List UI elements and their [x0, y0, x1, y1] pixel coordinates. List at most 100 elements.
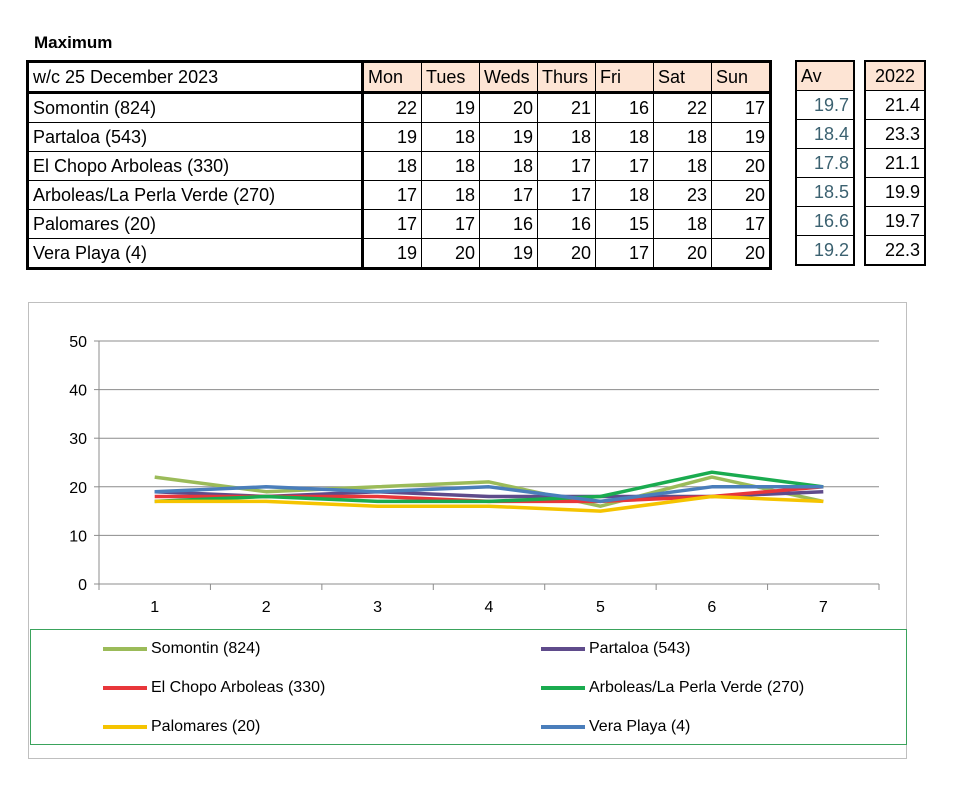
- temperature-cell: 16: [595, 92, 654, 123]
- table-row: Partaloa (543) 19 18 19 18 18 18 19: [27, 122, 771, 152]
- temperature-cell: 17: [711, 209, 771, 239]
- year-2022-cell: 19.9: [864, 177, 926, 207]
- legend-label: Partaloa (543): [589, 640, 691, 657]
- temperature-cell: 19: [362, 238, 422, 269]
- legend-item: Palomares (20): [103, 716, 260, 738]
- legend-swatch: [103, 725, 147, 729]
- day-header: Fri: [595, 61, 654, 94]
- temperature-cell: 20: [537, 238, 596, 269]
- temperature-cell: 20: [711, 238, 771, 269]
- year-2022-cell: 21.1: [864, 148, 926, 178]
- legend-swatch: [103, 686, 147, 690]
- temperature-cell: 18: [537, 122, 596, 152]
- series-line: [154, 475, 824, 508]
- temperature-cell: 19: [479, 238, 538, 269]
- x-tick-label: 1: [150, 599, 159, 616]
- legend-item: Vera Playa (4): [541, 716, 690, 738]
- temperature-table: w/c 25 December 2023 Mon Tues Weds Thurs…: [26, 60, 772, 270]
- average-cell: 16.6: [795, 206, 855, 236]
- year-2022-cell: 21.4: [864, 90, 926, 120]
- temperature-cell: 22: [362, 92, 422, 123]
- year-2022-cell: 19.7: [864, 206, 926, 236]
- y-tick-label: 20: [69, 480, 87, 497]
- day-header: Sat: [653, 61, 712, 94]
- day-header: Sun: [711, 61, 771, 94]
- temperature-cell: 21: [537, 92, 596, 123]
- temperature-cell: 20: [421, 238, 480, 269]
- temperature-cell: 20: [653, 238, 712, 269]
- temperature-cell: 18: [421, 151, 480, 181]
- average-cell: 18.5: [795, 177, 855, 207]
- table-row: Somontin (824) 22 19 20 21 16 22 17: [27, 92, 771, 123]
- temperature-cell: 19: [362, 122, 422, 152]
- temperature-cell: 17: [537, 180, 596, 210]
- temperature-cell: 17: [595, 151, 654, 181]
- temperature-cell: 16: [479, 209, 538, 239]
- temperature-cell: 18: [479, 151, 538, 181]
- legend-swatch: [541, 725, 585, 729]
- av-header: Av: [795, 60, 855, 91]
- legend-label: Vera Playa (4): [589, 718, 691, 735]
- average-cell: 17.8: [795, 148, 855, 178]
- station-name: Somontin (824): [27, 92, 364, 123]
- y-tick-label: 10: [69, 528, 87, 545]
- temperature-cell: 17: [421, 209, 480, 239]
- table-row: Palomares (20) 17 17 16 16 15 18 17: [27, 209, 771, 239]
- year-2022-cell: 23.3: [864, 119, 926, 149]
- x-tick-label: 6: [707, 599, 716, 616]
- chart-area: 0 10 20 30 40 50 1 2 3 4 5 6 7: [28, 302, 907, 759]
- temperature-cell: 19: [421, 92, 480, 123]
- temperature-cell: 18: [653, 151, 712, 181]
- table-row: Vera Playa (4) 19 20 19 20 17 20 20: [27, 238, 771, 269]
- temperature-cell: 18: [595, 122, 654, 152]
- legend-label: Arboleas/La Perla Verde (270): [589, 679, 805, 696]
- station-name: Arboleas/La Perla Verde (270): [27, 180, 364, 210]
- x-tick-label: 5: [596, 599, 605, 616]
- x-tick-label: 2: [262, 599, 271, 616]
- day-header: Mon: [362, 61, 422, 94]
- table-row: Arboleas/La Perla Verde (270) 17 18 17 17 18 2…: [27, 180, 771, 210]
- average-cell: 19.7: [795, 90, 855, 120]
- station-name: Partaloa (543): [27, 122, 364, 152]
- y-tick-label: 50: [69, 334, 87, 351]
- temperature-cell: 17: [479, 180, 538, 210]
- temperature-cell: 18: [421, 122, 480, 152]
- x-tick-label: 7: [819, 599, 828, 616]
- legend-label: Palomares (20): [151, 718, 261, 735]
- y-tick-label: 30: [69, 431, 87, 448]
- temperature-cell: 19: [479, 122, 538, 152]
- temperature-cell: 17: [595, 238, 654, 269]
- year-header: 2022: [864, 60, 926, 91]
- day-header: Tues: [421, 61, 480, 94]
- legend-item: Partaloa (543): [541, 638, 690, 660]
- station-name: Palomares (20): [27, 209, 364, 239]
- legend-swatch: [541, 647, 585, 651]
- legend-item: Arboleas/La Perla Verde (270): [541, 677, 804, 699]
- legend-label: Somontin (824): [151, 640, 261, 657]
- temperature-cell: 18: [362, 151, 422, 181]
- day-header: Weds: [479, 61, 538, 94]
- temperature-cell: 18: [595, 180, 654, 210]
- legend-swatch: [103, 647, 147, 651]
- table-header-row: w/c 25 December 2023 Mon Tues Weds Thurs…: [27, 61, 771, 94]
- chart-legend: Somontin (824) Partaloa (543) El Chopo Arb…: [30, 629, 907, 745]
- temperature-cell: 17: [711, 92, 771, 123]
- x-tick-label: 4: [485, 599, 494, 616]
- temperature-cell: 20: [711, 180, 771, 210]
- page-title: Maximum: [34, 33, 113, 52]
- legend-swatch: [541, 686, 585, 690]
- station-name: Vera Playa (4): [27, 238, 364, 269]
- temperature-cell: 15: [595, 209, 654, 239]
- temperature-cell: 19: [711, 122, 771, 152]
- temperature-cell: 23: [653, 180, 712, 210]
- temperature-cell: 17: [537, 151, 596, 181]
- series-line: [154, 494, 824, 513]
- y-tick-label: 40: [69, 383, 87, 400]
- temperature-cell: 16: [537, 209, 596, 239]
- year-2022-cell: 22.3: [864, 235, 926, 266]
- year-2022-table: 2022 21.4 23.3 21.1 19.9 19.7 22.3: [864, 60, 926, 266]
- table-row: El Chopo Arboleas (330) 18 18 18 17 17 18 20: [27, 151, 771, 181]
- line-chart: 0 10 20 30 40 50 1 2 3 4 5 6 7: [69, 334, 880, 616]
- day-header: Thurs: [537, 61, 596, 94]
- temperature-cell: 20: [479, 92, 538, 123]
